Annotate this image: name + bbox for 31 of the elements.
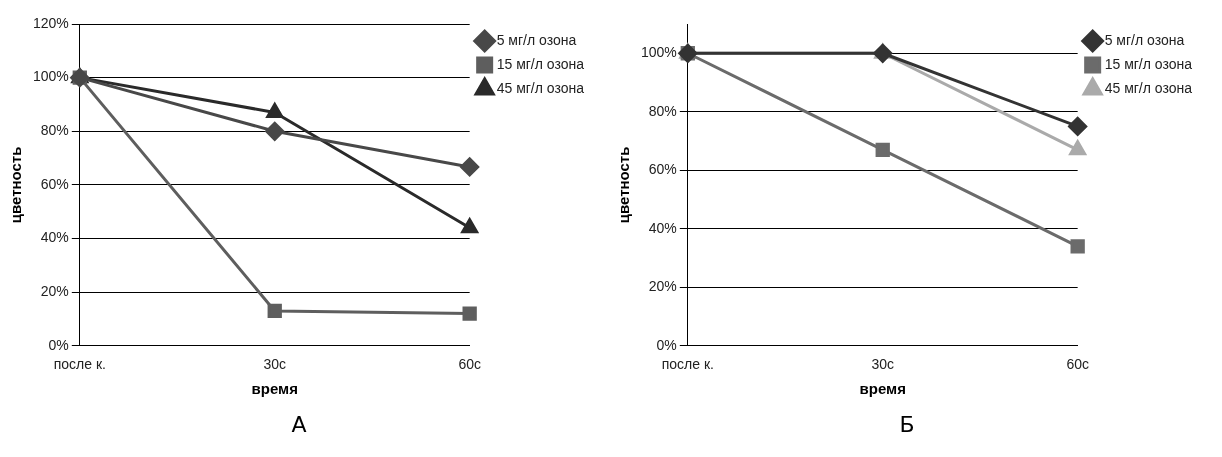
y-tick-label: 100%: [640, 44, 677, 61]
text: Б: [899, 411, 915, 437]
legend-label: 45 мг/л озона: [496, 79, 585, 96]
y-tick-label: 0%: [656, 336, 677, 353]
x-axis-title: время: [251, 379, 298, 397]
legend-label: 15 мг/л озона: [496, 55, 585, 72]
y-tick-label: 40%: [40, 229, 69, 246]
x-tick-label: после к.: [661, 356, 714, 373]
x-tick-label: после к.: [53, 356, 106, 373]
legend-label: 45 мг/л озона: [1104, 79, 1193, 96]
x-tick-label: 60с: [458, 356, 481, 373]
y-tick-label: 20%: [40, 283, 69, 300]
legend-label: 5 мг/л озона: [496, 31, 577, 48]
x-tick-label: 60с: [1066, 356, 1089, 373]
y-tick-label: 60%: [648, 161, 677, 178]
legend-label: 15 мг/л озона: [1104, 55, 1193, 72]
y-tick-label: 20%: [648, 278, 677, 295]
legend-label: 5 мг/л озона: [1104, 31, 1185, 48]
y-tick-label: 80%: [40, 122, 69, 139]
y-tick-label: 120%: [32, 14, 69, 31]
y-axis-title: цветность: [615, 146, 633, 224]
text: А: [291, 411, 307, 437]
y-tick-label: 40%: [648, 219, 677, 236]
y-axis-title: цветность: [7, 146, 25, 224]
y-tick-label: 80%: [648, 102, 677, 119]
x-axis-title: время: [859, 379, 906, 397]
x-tick-label: 30с: [871, 356, 895, 373]
y-tick-label: 0%: [48, 336, 69, 353]
x-tick-label: 30с: [263, 356, 287, 373]
y-tick-label: 60%: [40, 175, 69, 192]
y-tick-label: 100%: [32, 68, 69, 85]
